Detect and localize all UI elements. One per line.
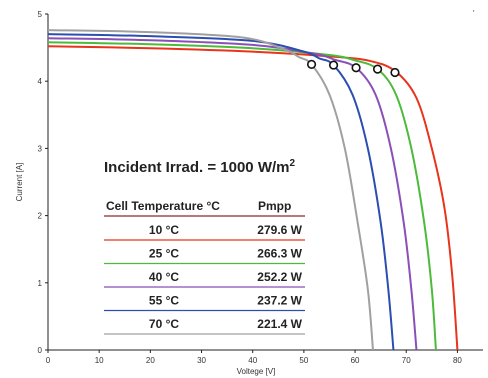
top-right-mark: ' bbox=[473, 9, 475, 18]
y-tick-label: 5 bbox=[38, 10, 43, 19]
x-tick-labels: 0 10 20 30 40 50 60 70 80 bbox=[46, 350, 462, 365]
y-tick-label: 1 bbox=[38, 279, 43, 288]
iv-curve-series-0 bbox=[47, 45, 459, 351]
x-tick-label: 20 bbox=[146, 356, 155, 365]
mpp-marker bbox=[306, 59, 317, 70]
pmpp-table: Cell Temperature °C Pmpp 10 °C 279.6 W 25 … bbox=[104, 199, 305, 335]
y-tick-labels: 0 1 2 3 4 5 bbox=[38, 10, 48, 355]
iv-curve-series-1 bbox=[47, 41, 437, 351]
iv-curve-series-3 bbox=[47, 33, 395, 351]
mpp-markers bbox=[306, 59, 400, 78]
irradiance-text: Incident Irrad. = 1000 W/m bbox=[104, 159, 289, 176]
x-tick-label: 30 bbox=[197, 356, 206, 365]
iv-curve-series-2 bbox=[47, 37, 418, 351]
table-cell-temperature: 70 °C bbox=[149, 317, 179, 331]
x-tick-label: 40 bbox=[248, 356, 257, 365]
y-tick-label: 3 bbox=[38, 144, 43, 153]
table-cell-pmpp: 221.4 W bbox=[257, 317, 302, 331]
iv-curves bbox=[47, 29, 459, 351]
table-cell-temperature: 25 °C bbox=[149, 247, 179, 261]
mpp-marker bbox=[390, 67, 400, 78]
y-axis-label: Current [A] bbox=[15, 163, 24, 202]
y-tick-label: 4 bbox=[38, 77, 43, 86]
x-tick-label: 10 bbox=[95, 356, 104, 365]
y-tick-label: 0 bbox=[38, 346, 43, 355]
x-tick-label: 50 bbox=[299, 356, 308, 365]
mpp-marker bbox=[372, 64, 383, 74]
mpp-marker bbox=[351, 63, 361, 73]
table-cell-pmpp: 279.6 W bbox=[257, 223, 302, 237]
table-cell-pmpp: 266.3 W bbox=[257, 247, 302, 261]
table-cell-pmpp: 237.2 W bbox=[257, 294, 302, 308]
x-tick-label: 60 bbox=[351, 356, 360, 365]
table-cell-temperature: 40 °C bbox=[149, 270, 179, 284]
table-cell-temperature: 55 °C bbox=[149, 294, 179, 308]
y-tick-label: 2 bbox=[38, 212, 43, 221]
table-cell-temperature: 10 °C bbox=[149, 223, 179, 237]
x-tick-label: 80 bbox=[453, 356, 462, 365]
irradiance-annotation: Incident Irrad. = 1000 W/m2 bbox=[104, 158, 295, 176]
irradiance-superscript: 2 bbox=[289, 158, 295, 169]
x-tick-label: 0 bbox=[46, 356, 51, 365]
table-header-pmpp: Pmpp bbox=[258, 199, 291, 213]
x-tick-label: 70 bbox=[402, 356, 411, 365]
iv-curve-series-4 bbox=[47, 29, 374, 351]
mpp-marker bbox=[328, 60, 339, 70]
x-axis-label: Voltege [V] bbox=[237, 367, 276, 376]
table-cell-pmpp: 252.2 W bbox=[257, 270, 302, 284]
table-header-temperature: Cell Temperature °C bbox=[106, 199, 220, 213]
